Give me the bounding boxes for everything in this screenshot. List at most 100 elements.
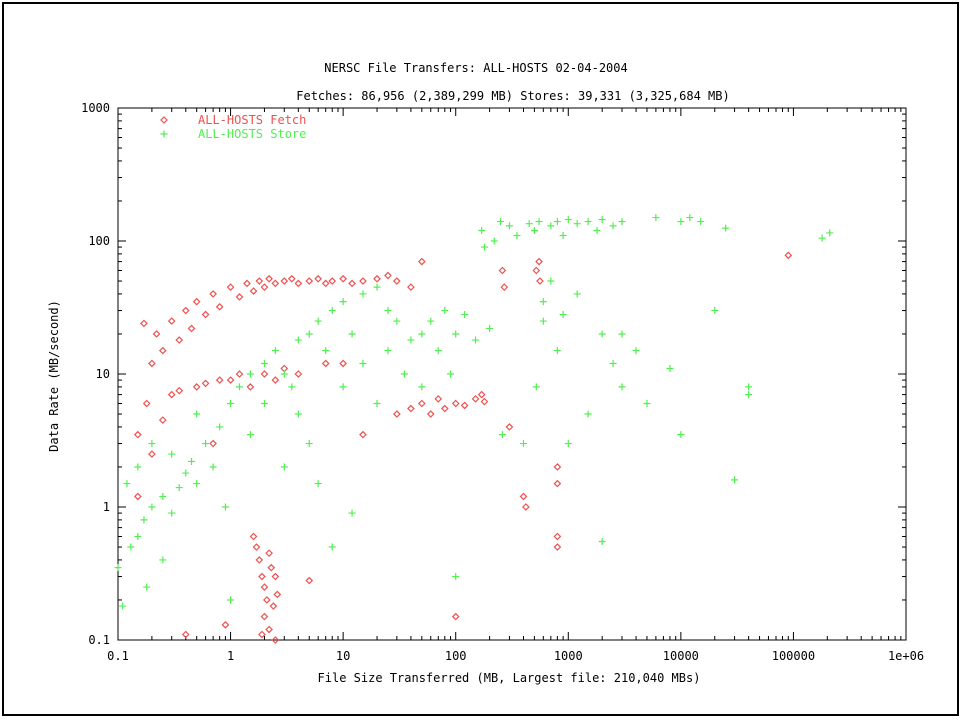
data-point — [618, 218, 626, 226]
data-point — [697, 218, 705, 226]
data-point — [519, 492, 528, 501]
data-point — [461, 311, 469, 319]
data-point — [359, 359, 367, 367]
data-point — [535, 257, 543, 266]
data-point — [564, 440, 572, 448]
data-point — [731, 476, 739, 484]
data-point — [119, 602, 127, 610]
data-point — [427, 317, 435, 325]
data-point — [359, 277, 367, 285]
data-point — [175, 484, 183, 492]
data-point — [584, 218, 592, 226]
data-point — [553, 463, 562, 471]
data-point — [564, 216, 572, 224]
x-tick-label: 1 — [227, 649, 234, 663]
data-point — [722, 224, 730, 232]
data-point — [609, 359, 617, 367]
data-point — [686, 214, 694, 222]
legend-entry: ALL-HOSTS Store — [198, 127, 306, 141]
data-point — [393, 277, 401, 285]
data-point — [339, 359, 347, 368]
data-point — [598, 216, 606, 224]
data-point — [535, 218, 543, 226]
data-point — [593, 226, 601, 234]
data-point — [181, 306, 190, 315]
data-point — [221, 620, 230, 629]
data-point — [243, 279, 251, 288]
data-point — [407, 336, 415, 344]
data-point — [114, 564, 122, 572]
data-point — [133, 492, 142, 501]
data-point — [255, 277, 264, 285]
data-point — [168, 509, 176, 517]
data-point — [192, 383, 201, 391]
data-point — [201, 310, 210, 319]
data-point — [215, 376, 224, 384]
data-point — [271, 347, 279, 355]
data-point — [167, 317, 176, 325]
data-point — [348, 330, 356, 338]
data-point — [209, 463, 217, 471]
data-point — [294, 370, 303, 378]
data-point — [530, 226, 538, 234]
x-tick-label: 1e+06 — [888, 649, 924, 663]
data-point — [417, 257, 426, 266]
legend-marker — [160, 130, 168, 138]
series-plus — [114, 214, 834, 610]
x-tick-label: 100000 — [772, 649, 815, 663]
data-point — [193, 480, 201, 488]
data-point — [123, 480, 131, 488]
data-point — [221, 503, 229, 511]
x-tick-label: 1000 — [554, 649, 583, 663]
data-point — [192, 297, 201, 306]
data-point — [407, 404, 415, 413]
data-point — [209, 290, 217, 298]
data-point — [745, 391, 753, 399]
data-point — [201, 379, 210, 388]
data-point — [559, 231, 567, 239]
data-point — [666, 364, 674, 372]
data-point — [140, 516, 148, 524]
data-point — [480, 397, 489, 406]
data-point — [393, 410, 401, 418]
data-point — [260, 400, 268, 408]
data-points — [114, 214, 834, 644]
data-point — [235, 383, 243, 391]
data-point — [373, 274, 381, 283]
data-point — [271, 636, 280, 644]
data-point — [478, 226, 486, 234]
data-point — [826, 229, 834, 237]
data-point — [249, 287, 258, 295]
data-point — [182, 469, 190, 477]
data-point — [745, 383, 753, 391]
data-point — [267, 563, 276, 572]
data-point — [418, 383, 426, 391]
data-point — [249, 532, 258, 541]
data-point — [148, 503, 156, 511]
data-point — [498, 266, 507, 275]
data-point — [373, 283, 381, 291]
data-point — [539, 317, 547, 325]
data-point — [175, 336, 184, 344]
data-point — [452, 330, 460, 338]
data-point — [440, 404, 449, 413]
data-point — [547, 222, 555, 230]
data-point — [339, 383, 347, 391]
data-point — [255, 556, 264, 564]
y-tick-label: 0.1 — [88, 633, 110, 647]
data-point — [553, 218, 561, 226]
data-point — [227, 400, 235, 408]
data-point — [269, 602, 278, 610]
data-point — [652, 214, 660, 222]
data-point — [148, 359, 156, 368]
data-point — [677, 218, 685, 226]
y-tick-label: 1 — [103, 500, 110, 514]
data-point — [618, 383, 626, 391]
data-point — [384, 271, 392, 280]
data-point — [498, 431, 506, 439]
legend-entry: ALL-HOSTS Fetch — [198, 113, 306, 127]
data-point — [193, 410, 201, 418]
y-tick-label: 1000 — [81, 101, 110, 115]
data-point — [532, 383, 540, 391]
chart-subtitle: Fetches: 86,956 (2,389,299 MB) Stores: 3… — [296, 89, 729, 103]
